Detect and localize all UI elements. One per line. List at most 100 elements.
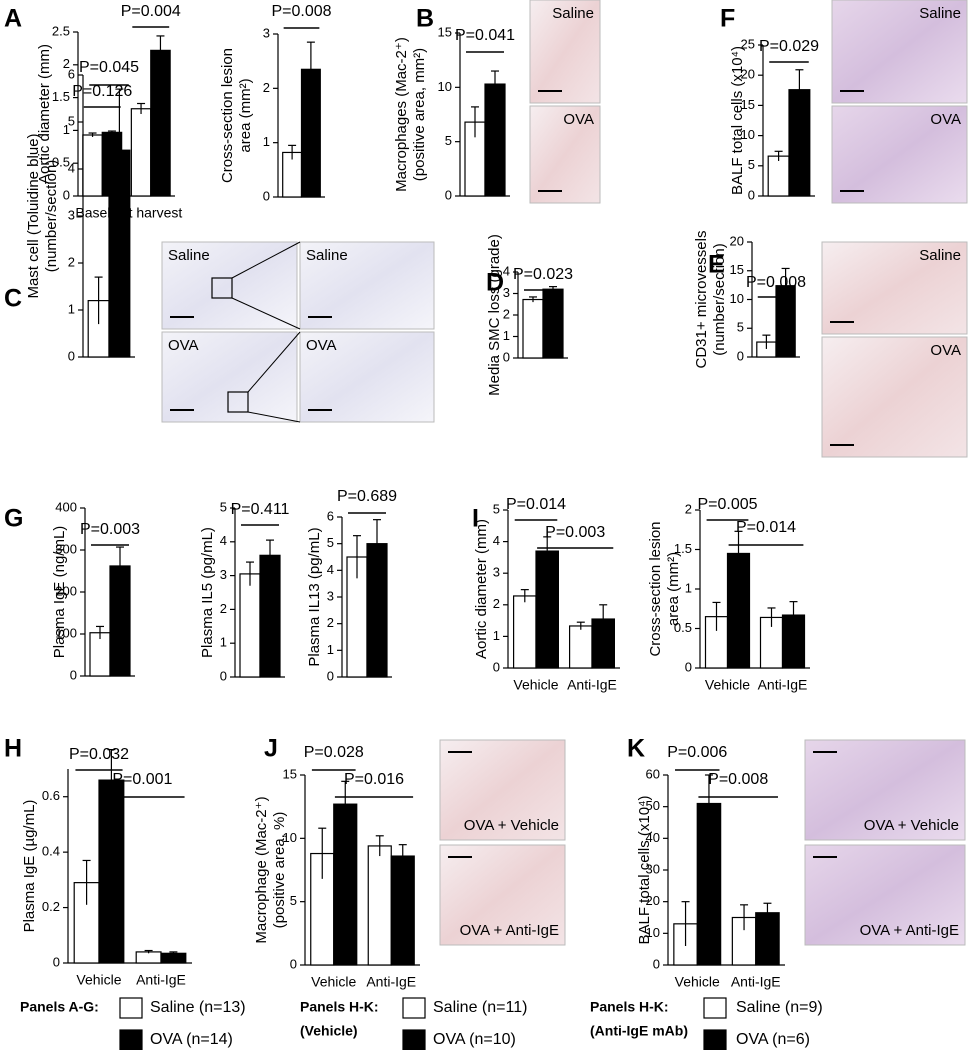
legend-swatch	[119, 997, 143, 1019]
panel-letter: F	[720, 5, 735, 33]
p-value: P=0.045	[79, 59, 139, 76]
micrograph	[161, 331, 298, 423]
bar	[135, 951, 162, 964]
image-label: OVA + Vehicle	[464, 817, 559, 834]
zoom-line	[247, 411, 301, 423]
legend-label: Saline (n=11)	[433, 999, 527, 1016]
bar	[82, 134, 103, 197]
p-value: P=0.008	[271, 3, 331, 20]
legend-label: Saline (n=9)	[736, 999, 823, 1016]
y-tick-label: 2	[220, 601, 227, 616]
y-tick-label: 3	[327, 588, 334, 603]
y-axis-label: BALF total cells (x10⁴)	[636, 795, 653, 944]
x-tick-label: Vehicle	[675, 974, 720, 990]
micrograph	[821, 336, 968, 458]
y-tick-label: 0	[290, 956, 297, 971]
y-tick-label: 400	[55, 499, 77, 514]
y-tick-label: 3	[503, 285, 510, 300]
panel-letter: J	[264, 735, 278, 763]
y-axis-label: Plasma IgE (ng/mL)	[51, 526, 68, 659]
y-tick-label: 0	[653, 956, 660, 971]
bar	[522, 298, 544, 359]
panel-letter: K	[627, 735, 645, 763]
legend-label: OVA (n=14)	[150, 1031, 233, 1048]
p-value: P=0.001	[112, 771, 172, 788]
y-axis-label: area (mm²)	[665, 552, 682, 626]
y-tick-label: 0	[445, 187, 452, 202]
y-tick-label: 15	[438, 24, 452, 39]
x-tick-label: Anti-IgE	[366, 974, 416, 990]
p-value: P=0.006	[667, 744, 727, 761]
micrograph	[831, 105, 968, 204]
bar	[333, 803, 358, 966]
y-tick-label: 2	[493, 596, 500, 611]
y-tick-label: 1	[685, 580, 692, 595]
p-value: P=0.016	[344, 771, 404, 788]
y-tick-label: 2	[263, 80, 270, 95]
p-value: P=0.014	[736, 519, 796, 536]
y-axis-label: area (mm²)	[237, 78, 254, 152]
bar	[130, 108, 152, 197]
y-tick-label: 4	[68, 160, 75, 175]
legend-swatch	[703, 1029, 727, 1050]
y-tick-label: 6	[68, 66, 75, 81]
y-tick-label: 3	[68, 207, 75, 222]
panel-letter: H	[4, 735, 22, 763]
micrograph	[439, 844, 566, 946]
y-tick-label: 50	[646, 798, 660, 813]
zoom-line	[247, 331, 301, 393]
y-tick-label: 0	[685, 659, 692, 674]
y-axis-label: Macrophages (Mac-2⁺)	[393, 37, 410, 192]
y-tick-label: 1	[68, 301, 75, 316]
p-value: P=0.028	[304, 744, 364, 761]
zoom-box	[211, 277, 233, 299]
y-tick-label: 1	[327, 642, 334, 657]
legend-title: (Anti-IgE mAb)	[590, 1023, 688, 1039]
legend-swatch	[402, 997, 426, 1019]
legend-label: Saline (n=13)	[150, 999, 246, 1016]
bar	[367, 845, 392, 966]
y-axis-label: CD31+ microvessels	[693, 231, 710, 369]
y-tick-label: 3	[493, 565, 500, 580]
y-axis-label: (positive area, %)	[271, 812, 288, 929]
panel-letter: I	[472, 505, 479, 533]
image-label: Saline	[919, 247, 961, 264]
image-label: OVA	[563, 111, 594, 128]
bar	[89, 632, 111, 677]
bar	[542, 288, 564, 359]
image-label: OVA	[930, 111, 961, 128]
p-value: P=0.029	[759, 38, 819, 55]
y-tick-label: 200	[55, 583, 77, 598]
panel-letter: E	[708, 251, 725, 279]
y-tick-label: 1.5	[674, 541, 692, 556]
micrograph	[439, 739, 566, 841]
x-tick-label: Anti-IgE	[731, 974, 781, 990]
y-tick-label: 3	[220, 567, 227, 582]
legend-label: OVA (n=6)	[736, 1031, 810, 1048]
y-tick-label: 10	[730, 291, 744, 306]
y-tick-label: 0	[493, 659, 500, 674]
p-value: P=0.004	[121, 3, 181, 20]
y-axis-label: Cross-section lesion	[647, 521, 664, 656]
y-tick-label: 0	[63, 187, 70, 202]
y-tick-label: 2	[68, 254, 75, 269]
zoom-line	[231, 241, 301, 279]
y-tick-label: 20	[646, 893, 660, 908]
image-label: OVA + Anti-IgE	[860, 922, 959, 939]
y-tick-label: 0.6	[42, 788, 60, 803]
y-axis-label: Mast cell (Toluidine blue)	[25, 133, 42, 298]
y-axis-label: Media SMC loss (grade)	[486, 234, 503, 396]
bar	[512, 595, 537, 669]
y-tick-label: 10	[741, 127, 755, 142]
y-axis-label: Plasma IL13 (pg/mL)	[306, 527, 323, 666]
image-label: OVA	[930, 342, 961, 359]
y-tick-label: 4	[503, 263, 510, 278]
y-tick-label: 5	[748, 157, 755, 172]
y-tick-label: 4	[327, 562, 334, 577]
micrograph	[529, 0, 601, 104]
y-tick-label: 1	[63, 122, 70, 137]
p-value: P=0.411	[231, 501, 290, 518]
x-tick-label: Anti-IgE	[758, 677, 808, 693]
y-tick-label: 0	[748, 187, 755, 202]
y-tick-label: 3	[263, 25, 270, 40]
